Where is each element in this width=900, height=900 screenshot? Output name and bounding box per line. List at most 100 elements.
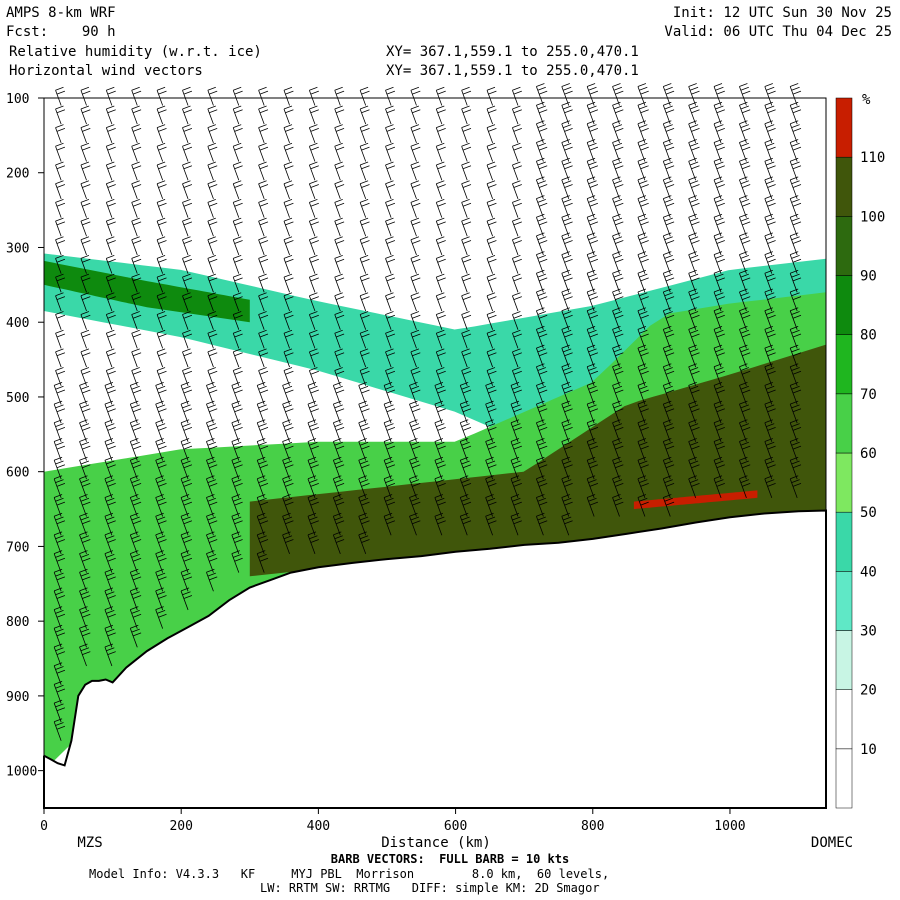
wind-barb <box>612 157 624 181</box>
wind-barb <box>334 311 345 330</box>
wind-barb <box>662 344 675 368</box>
wind-barb <box>182 292 193 312</box>
wind-barb <box>80 180 91 200</box>
wind-barb <box>358 419 370 442</box>
wind-barb <box>739 251 751 274</box>
xy-range-1: XY= 367.1,559.1 to 255.0,470.1 <box>386 44 639 60</box>
wind-barb <box>410 124 421 143</box>
wind-barb <box>156 236 167 256</box>
wind-barb <box>459 382 472 405</box>
wind-barb <box>739 269 751 293</box>
wind-barb <box>55 217 66 237</box>
wind-barb <box>409 512 421 536</box>
wind-barb <box>79 587 91 611</box>
wind-barb <box>561 232 573 256</box>
rh-region-upper-core <box>44 260 250 323</box>
wind-barb <box>129 531 142 555</box>
wind-barb <box>764 400 776 424</box>
rh-region-supersat-streak <box>633 490 758 510</box>
wind-barb <box>79 512 91 536</box>
wind-barb <box>510 494 522 517</box>
wind-barb <box>129 568 142 592</box>
wind-barb <box>80 161 91 181</box>
colorbar-swatch <box>835 334 853 395</box>
wind-barb <box>789 101 802 125</box>
wind-barb <box>358 512 370 536</box>
wind-barb <box>383 494 396 517</box>
wind-barb <box>80 199 91 218</box>
wind-barb <box>104 400 116 424</box>
wind-barb <box>688 475 700 498</box>
wind-barb <box>586 363 599 386</box>
wind-barb <box>435 161 446 181</box>
wind-barb <box>637 195 649 218</box>
wind-barb <box>307 531 319 555</box>
wind-barb <box>131 236 142 256</box>
wind-barb <box>662 494 675 517</box>
wind-barb <box>561 83 573 106</box>
wind-barb <box>461 86 472 106</box>
wind-barb <box>53 475 66 498</box>
wind-barb <box>283 161 294 181</box>
wind-barb <box>637 475 649 498</box>
wind-barb <box>764 438 776 461</box>
wind-barb <box>789 326 802 349</box>
wind-barb <box>789 176 802 200</box>
wind-barb <box>104 456 116 480</box>
wind-barb <box>510 382 522 405</box>
wind-barb <box>129 587 142 611</box>
field-name-2: Horizontal wind vectors <box>9 63 203 79</box>
wind-barb <box>637 288 649 312</box>
wind-barb <box>512 217 522 237</box>
wind-barb <box>461 105 472 125</box>
wind-barb <box>612 288 624 312</box>
wind-barb <box>80 124 91 143</box>
wind-barb <box>358 494 370 517</box>
wind-barb <box>129 382 142 405</box>
wind-barb <box>764 382 776 405</box>
wind-barb <box>789 288 802 312</box>
wind-barb <box>461 329 472 349</box>
wind-barb <box>512 273 522 293</box>
wind-barb <box>55 199 66 218</box>
wind-barb <box>359 180 370 200</box>
wind-barb <box>207 217 218 237</box>
wind-barb <box>637 157 649 181</box>
wind-barb <box>561 363 573 386</box>
wind-barb <box>55 142 66 162</box>
wind-barb <box>131 348 142 368</box>
wind-barb <box>232 180 243 200</box>
wind-barb <box>156 348 167 368</box>
wind-barb <box>612 419 624 442</box>
wind-barb <box>612 400 624 424</box>
wind-barb <box>332 531 345 555</box>
wind-barb <box>334 161 345 181</box>
wind-barb <box>789 400 802 424</box>
wind-barb <box>561 475 573 498</box>
wind-barb <box>308 161 319 181</box>
wind-barb <box>662 120 675 143</box>
wind-barb <box>764 288 776 312</box>
wind-barb <box>688 269 700 293</box>
wind-barb <box>358 531 370 555</box>
wind-barb <box>612 307 624 330</box>
wind-barb <box>207 142 218 162</box>
wind-barb <box>256 419 269 442</box>
wind-barb <box>105 273 116 293</box>
wind-barb <box>359 217 370 237</box>
wind-barb <box>258 348 269 368</box>
wind-barb <box>385 180 396 200</box>
wind-barb <box>434 475 446 498</box>
wind-barb <box>410 217 421 237</box>
wind-barb <box>332 419 345 442</box>
wind-barb <box>80 236 91 256</box>
colorbar: 10 20 30 40 50 60 70 80 90 100 110% <box>835 92 885 809</box>
wind-barb <box>789 438 802 461</box>
wind-barb <box>207 348 218 368</box>
wind-barb <box>561 213 573 237</box>
wind-barb <box>713 326 725 349</box>
wind-barb <box>435 217 446 237</box>
wind-barb <box>612 101 624 125</box>
wind-barb <box>512 292 522 312</box>
wind-barb <box>53 550 66 573</box>
